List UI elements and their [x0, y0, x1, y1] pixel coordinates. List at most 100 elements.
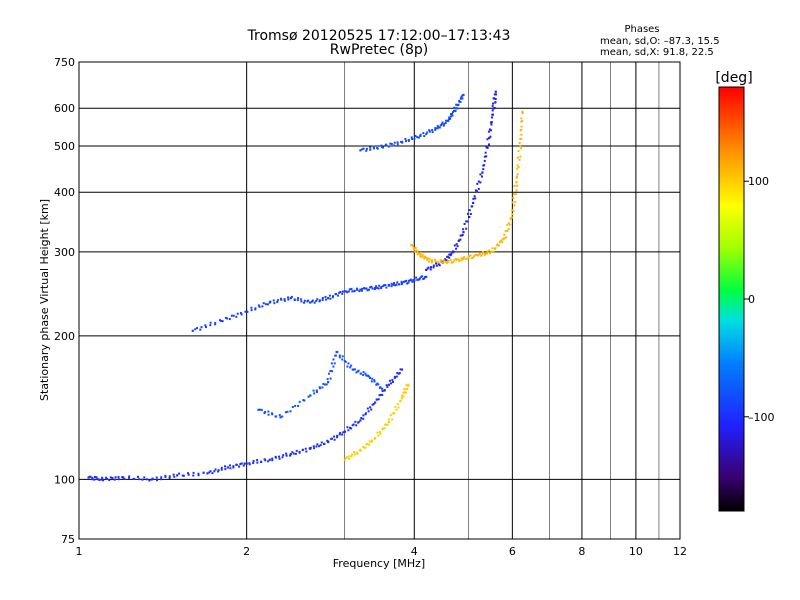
data-point: [321, 297, 324, 300]
data-point: [467, 256, 470, 259]
data-point: [423, 257, 426, 260]
data-point: [441, 121, 444, 124]
data-point: [294, 452, 297, 455]
data-point: [330, 437, 333, 440]
data-point: [197, 474, 200, 477]
data-point: [378, 394, 381, 397]
data-point: [402, 280, 405, 283]
data-point: [347, 290, 350, 293]
data-point: [396, 141, 399, 144]
data-point: [448, 253, 451, 256]
data-point: [315, 389, 318, 392]
data-point: [380, 285, 383, 288]
data-point: [168, 475, 171, 478]
x-tick-label: 12: [673, 545, 687, 558]
data-point: [431, 129, 434, 132]
data-point: [350, 287, 353, 290]
data-point: [229, 467, 232, 470]
data-point: [292, 452, 295, 455]
data-point: [350, 364, 353, 367]
data-point: [472, 197, 475, 200]
data-point: [494, 90, 497, 93]
data-point: [214, 323, 217, 326]
data-point: [302, 399, 305, 402]
data-point: [494, 98, 497, 101]
data-point: [474, 253, 477, 256]
data-point: [368, 440, 371, 443]
data-point: [338, 291, 341, 294]
data-point: [426, 259, 429, 262]
data-point: [331, 370, 334, 373]
data-point: [447, 119, 450, 122]
data-point: [331, 295, 334, 298]
data-point: [348, 455, 351, 458]
data-point: [366, 289, 369, 292]
data-point: [281, 456, 284, 459]
data-point: [491, 109, 494, 112]
data-point: [415, 276, 418, 279]
stats-heading: Phases: [624, 24, 659, 35]
data-point: [145, 478, 148, 481]
data-point: [345, 456, 348, 459]
data-point: [443, 122, 446, 125]
data-point: [461, 94, 464, 97]
data-point: [360, 417, 363, 420]
data-point: [280, 298, 283, 301]
data-point: [392, 381, 395, 384]
data-point: [362, 417, 365, 420]
data-point: [328, 294, 331, 297]
data-point: [373, 380, 376, 383]
data-point: [493, 247, 496, 250]
data-point: [365, 147, 368, 150]
data-point: [287, 298, 290, 301]
data-point: [399, 400, 402, 403]
data-point: [430, 266, 433, 269]
data-point: [521, 119, 524, 122]
data-point: [431, 131, 434, 134]
data-point: [456, 245, 459, 248]
data-point: [455, 247, 458, 250]
data-point: [266, 303, 269, 306]
y-tick-label: 750: [54, 56, 75, 69]
data-point: [274, 455, 277, 458]
data-point: [264, 459, 267, 462]
data-point: [511, 201, 514, 204]
data-point: [362, 414, 365, 417]
data-point: [445, 259, 448, 262]
data-point: [267, 410, 270, 413]
data-point: [345, 290, 348, 293]
data-point: [370, 439, 373, 442]
data-point: [520, 128, 523, 131]
data-point: [474, 197, 477, 200]
data-point: [488, 249, 491, 252]
data-point: [182, 474, 185, 477]
data-point: [419, 255, 422, 258]
data-point: [358, 290, 361, 293]
data-point: [359, 449, 362, 452]
data-point: [283, 298, 286, 301]
data-point: [341, 290, 344, 293]
data-point: [368, 375, 371, 378]
grid: [79, 62, 680, 539]
data-point: [456, 107, 459, 110]
data-point: [478, 252, 481, 255]
data-point: [350, 453, 353, 456]
data-point: [155, 479, 158, 482]
y-tick-label: 100: [54, 473, 75, 486]
data-point: [164, 475, 167, 478]
data-point: [492, 113, 495, 116]
data-point: [507, 222, 510, 225]
data-point: [248, 463, 251, 466]
data-point: [459, 238, 462, 241]
data-point: [291, 406, 294, 409]
data-point: [373, 437, 376, 440]
data-point: [105, 476, 108, 479]
data-point: [325, 383, 328, 386]
data-point: [368, 376, 371, 379]
stats-o-mode: mean, sd,O: –87.3, 15.5: [600, 36, 720, 47]
data-point: [501, 241, 504, 244]
data-point: [303, 301, 306, 304]
data-point: [205, 326, 208, 329]
data-point: [449, 115, 452, 118]
data-point: [316, 298, 319, 301]
